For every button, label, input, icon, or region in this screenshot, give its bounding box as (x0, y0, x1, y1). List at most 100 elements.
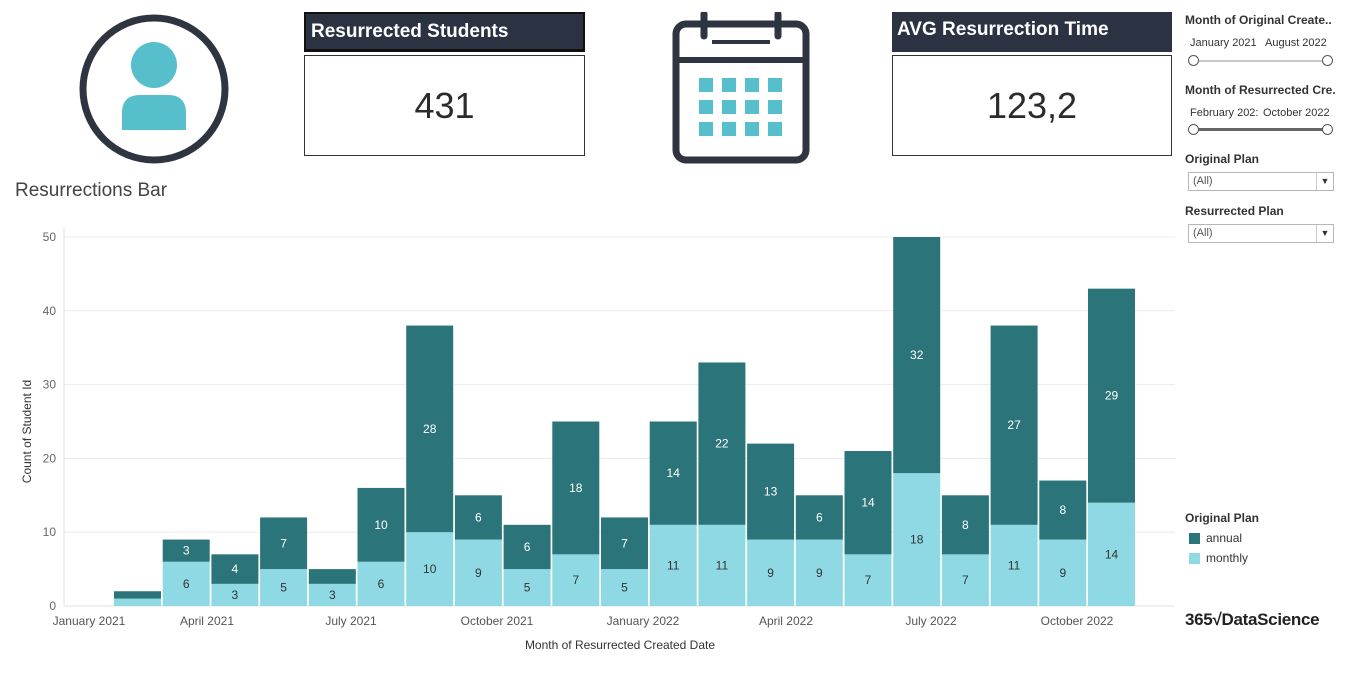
x-tick-label: October 2021 (461, 614, 534, 628)
bar-segment-monthly[interactable] (844, 554, 892, 606)
bar-segment-monthly[interactable] (454, 539, 502, 606)
x-tick-label: July 2021 (325, 614, 377, 628)
filter-res-plan-label: Resurrected Plan (1185, 204, 1284, 218)
bar-segment-monthly[interactable] (406, 532, 454, 606)
bar-segment-annual[interactable] (941, 495, 989, 555)
bar-segment-monthly[interactable] (795, 539, 843, 606)
bar-segment-annual[interactable] (1088, 288, 1135, 503)
data-label-monthly: 10 (423, 562, 437, 576)
bar-segment-annual[interactable] (649, 421, 697, 525)
data-label-monthly: 18 (910, 533, 924, 547)
filter-res-plan-value: (All) (1193, 227, 1213, 239)
bar-segment-monthly[interactable] (893, 473, 941, 606)
filter-res-created-label: Month of Resurrected Cre.. (1185, 83, 1335, 97)
x-tick-label: January 2022 (607, 614, 680, 628)
bar-segment-annual[interactable] (698, 362, 746, 525)
slider-handle-end[interactable] (1322, 124, 1333, 135)
bar-segment-annual[interactable] (454, 495, 502, 540)
bar-segment-annual[interactable] (114, 591, 161, 599)
bar-segment-monthly[interactable] (747, 539, 795, 606)
chevron-down-icon[interactable]: ▼ (1316, 225, 1333, 242)
x-axis-title: Month of Resurrected Created Date (525, 638, 715, 652)
data-label-monthly: 11 (716, 558, 729, 572)
chevron-down-icon[interactable]: ▼ (1316, 173, 1333, 190)
bar-segment-monthly[interactable] (941, 554, 989, 606)
legend-item-monthly[interactable]: monthly (1189, 548, 1248, 568)
data-label-monthly: 6 (378, 577, 385, 591)
filter-orig-created-from: January 2021 (1190, 37, 1257, 49)
data-label-annual: 3 (183, 544, 190, 558)
bar-segment-annual[interactable] (552, 421, 600, 555)
legend-label-monthly: monthly (1206, 551, 1249, 565)
legend-swatch-monthly (1189, 552, 1200, 564)
data-label-annual: 28 (423, 422, 437, 436)
filter-orig-created-slider[interactable] (1188, 54, 1333, 68)
data-label-annual: 4 (232, 562, 239, 576)
data-label-annual: 6 (475, 510, 482, 524)
slider-handle-end[interactable] (1322, 55, 1333, 66)
bar-segment-annual[interactable] (795, 495, 843, 540)
avg-kpi-value: 123,2 (892, 55, 1172, 156)
slider-handle-start[interactable] (1188, 55, 1199, 66)
data-label-annual: 10 (374, 518, 388, 532)
y-tick-label: 10 (43, 525, 57, 539)
filter-res-created-slider[interactable] (1188, 123, 1333, 137)
legend-swatch-annual (1189, 532, 1200, 544)
legend-label-annual: annual (1206, 531, 1243, 545)
legend-item-annual[interactable]: annual (1189, 528, 1242, 548)
bar-segment-monthly[interactable] (990, 524, 1038, 606)
bar-segment-monthly[interactable] (211, 583, 259, 606)
x-tick-label: October 2022 (1041, 614, 1114, 628)
bar-segment-annual[interactable] (990, 325, 1038, 525)
filter-res-plan-dropdown[interactable]: (All) ▼ (1188, 224, 1334, 243)
data-label-annual: 32 (910, 348, 924, 362)
students-kpi-value: 431 (304, 55, 585, 156)
data-label-monthly: 5 (621, 581, 628, 595)
bar-segment-annual[interactable] (211, 554, 259, 584)
filter-res-created-from: February 202: (1190, 107, 1259, 119)
y-tick-label: 0 (49, 599, 56, 613)
data-label-monthly: 9 (1059, 566, 1066, 580)
bar-segment-annual[interactable] (747, 443, 795, 540)
bar-segment-annual[interactable] (844, 451, 892, 555)
bar-segment-annual[interactable] (162, 539, 210, 562)
bar-segment-annual[interactable] (1039, 480, 1087, 540)
resurrections-bar-chart: 0 10 20 30 40 50 6 3 3 4 5 7 3 6 10 10 28 9 6 5 6 7 18 5 7 11 14 11… (20, 227, 1175, 652)
bar-segment-annual[interactable] (406, 325, 454, 533)
bar-segment-monthly[interactable] (1088, 502, 1135, 606)
slider-handle-start[interactable] (1188, 124, 1199, 135)
data-label-monthly: 7 (962, 573, 969, 587)
bar-segment-annual[interactable] (893, 237, 941, 474)
bar-segment-annual[interactable] (308, 569, 356, 584)
bar-segment-annual[interactable] (260, 517, 308, 570)
bar-segment-annual[interactable] (503, 524, 551, 570)
bar-segment-monthly[interactable] (649, 524, 697, 606)
bar-segment-monthly[interactable] (114, 598, 161, 606)
bar-segment-annual[interactable] (601, 517, 648, 570)
bar-segment-monthly[interactable] (308, 583, 356, 606)
y-axis-title: Count of Student Id (20, 380, 34, 483)
bar-segment-monthly[interactable] (503, 569, 551, 606)
data-label-monthly: 3 (232, 588, 239, 602)
data-label-annual: 27 (1007, 418, 1021, 432)
data-label-annual: 22 (715, 437, 729, 451)
filter-orig-plan-label: Original Plan (1185, 152, 1260, 166)
bar-segment-monthly[interactable] (357, 561, 405, 606)
legend-title: Original Plan (1185, 511, 1260, 525)
bar-segment-monthly[interactable] (601, 569, 648, 606)
bar-segment-annual[interactable] (357, 487, 405, 562)
data-label-monthly: 9 (816, 566, 823, 580)
filter-orig-plan-dropdown[interactable]: (All) ▼ (1188, 172, 1334, 191)
data-label-annual: 18 (569, 481, 583, 495)
data-label-monthly: 9 (767, 566, 774, 580)
bar-segment-monthly[interactable] (552, 554, 600, 606)
bar-segment-monthly[interactable] (1039, 539, 1087, 606)
filter-res-created-to: October 2022 (1263, 107, 1330, 119)
bar-segment-monthly[interactable] (162, 561, 210, 606)
bar-segment-monthly[interactable] (698, 524, 746, 606)
bar-segment-monthly[interactable] (260, 569, 308, 606)
calendar-icon (672, 12, 810, 164)
x-tick-label: April 2021 (180, 614, 234, 628)
y-tick-label: 30 (43, 378, 57, 392)
data-label-monthly: 7 (572, 573, 579, 587)
